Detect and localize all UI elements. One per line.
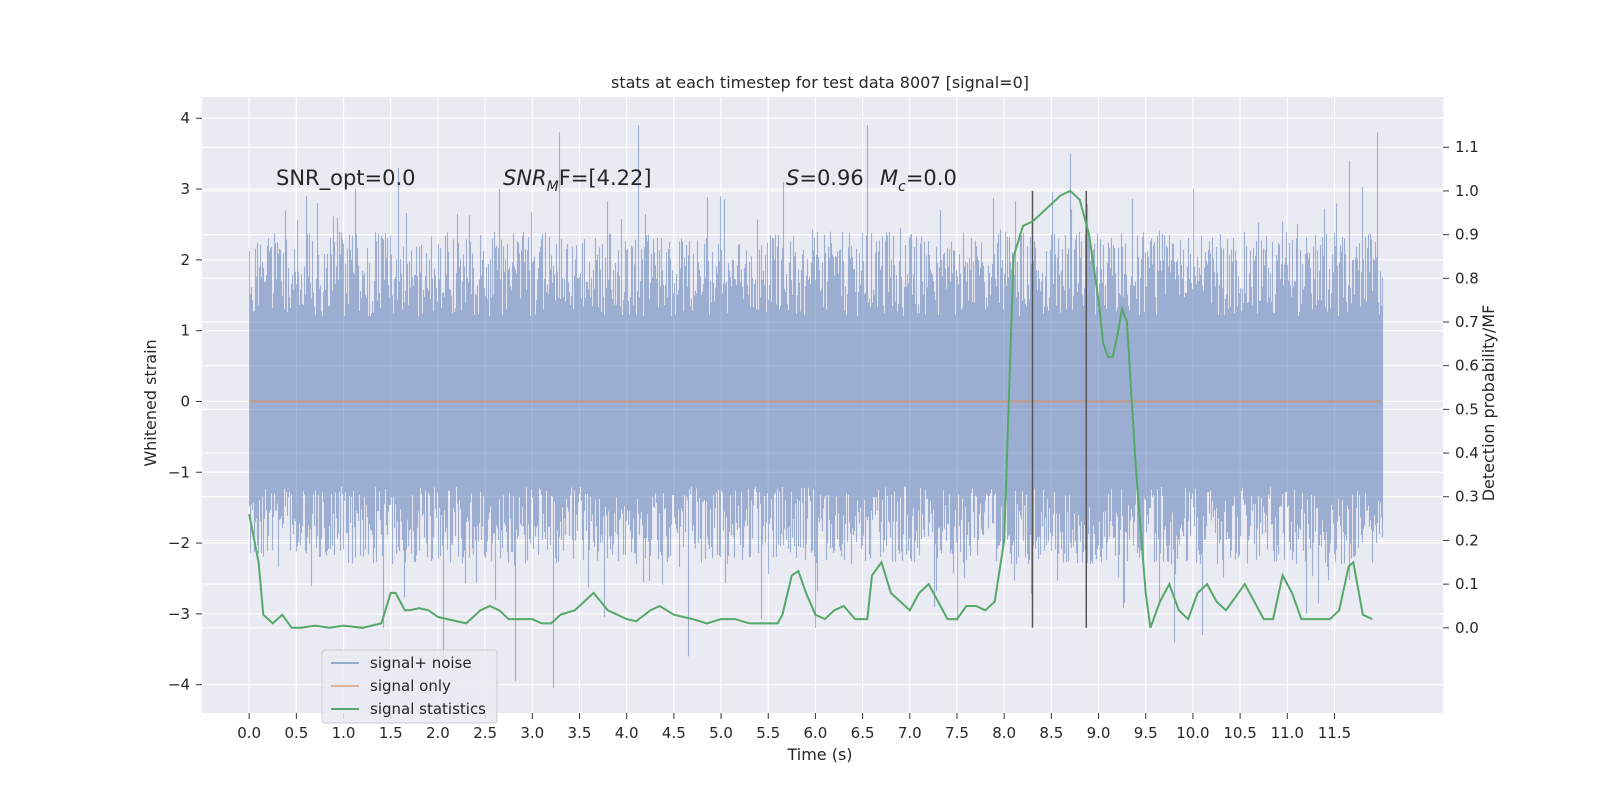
- y2-axis-label: Detection probability/MF: [1479, 305, 1498, 502]
- y2-tick-label: 0.6: [1455, 357, 1479, 375]
- x-tick-label: 1.0: [332, 724, 356, 742]
- x-tick-label: 5.0: [709, 724, 733, 742]
- x-tick-label: 2.0: [426, 724, 450, 742]
- x-tick-label: 11.5: [1318, 724, 1351, 742]
- x-tick-label: 4.5: [662, 724, 686, 742]
- y2-tick-label: 0.2: [1455, 531, 1479, 549]
- legend-label-signal: signal only: [370, 677, 451, 695]
- y-tick-label: 2: [180, 251, 190, 269]
- x-tick-label: 5.5: [756, 724, 780, 742]
- x-tick-label: 2.5: [473, 724, 497, 742]
- x-tick-label: 10.0: [1176, 724, 1209, 742]
- annotation-s-label: S: [786, 166, 799, 190]
- x-tick-label: 7.5: [945, 724, 969, 742]
- x-tick-label: 0.5: [284, 724, 308, 742]
- x-tick-label: 3.0: [520, 724, 544, 742]
- annotation-snr-mf-sub: M: [547, 179, 559, 195]
- annotation-snr-mf: SNRMF=[4.22]: [503, 166, 652, 195]
- annotation-mc-value: =0.0: [906, 166, 957, 190]
- x-tick-label: 9.0: [1087, 724, 1111, 742]
- y2-tick-label: 1.1: [1455, 138, 1479, 156]
- legend-label-stats: signal statistics: [370, 700, 486, 718]
- annotation-mc-sub: c: [898, 179, 906, 195]
- y2-tick-label: 0.7: [1455, 313, 1479, 331]
- x-tick-label: 10.5: [1223, 724, 1256, 742]
- y2-tick-label: 0.4: [1455, 444, 1479, 462]
- signal-statistics-series: [248, 189, 1373, 629]
- y-tick-label: −1: [168, 463, 190, 481]
- annotation-s-value: =0.96: [799, 166, 863, 190]
- x-tick-label: 3.5: [568, 724, 592, 742]
- y2-tick-label: 0.0: [1455, 619, 1479, 637]
- annotation-snr-mf-prefix: SNR: [503, 166, 547, 190]
- annotation-s: S=0.96: [786, 166, 864, 190]
- y-axis: 4 3 2 1 0 −1 −2 −3 −4: [168, 109, 202, 694]
- annotations: SNR_opt=0.0 SNRMF=[4.22] S=0.96 Mc=0.0: [276, 166, 957, 195]
- y2-tick-label: 0.8: [1455, 269, 1479, 287]
- y-tick-label: −4: [168, 676, 190, 694]
- x-tick-label: 1.5: [379, 724, 403, 742]
- x-tick-label: 4.0: [615, 724, 639, 742]
- series-layer: [248, 125, 1384, 689]
- y2-axis: 1.1 1.0 0.9 0.8 0.7 0.6 0.5 0.4 0.3 0.2 0.1 0.0: [1443, 138, 1479, 637]
- y-tick-label: 4: [180, 109, 190, 127]
- y-tick-label: 0: [180, 392, 190, 410]
- x-tick-label: 7.0: [898, 724, 922, 742]
- y-axis-label: Whitened strain: [141, 339, 160, 466]
- annotation-snr-opt: SNR_opt=0.0: [276, 166, 416, 191]
- chart-title: stats at each timestep for test data 800…: [611, 73, 1029, 92]
- x-tick-label: 11.0: [1271, 724, 1304, 742]
- annotation-mc: Mc=0.0: [880, 166, 957, 195]
- y-tick-label: 1: [180, 322, 190, 340]
- x-tick-label: 9.5: [1134, 724, 1158, 742]
- x-axis: 0.0 0.5 1.0 1.5 2.0 2.5 3.0 3.5 4.0 4.5 5.0 5.5 6.0 6…: [237, 713, 1351, 742]
- x-tick-label: 8.5: [1039, 724, 1063, 742]
- x-axis-label: Time (s): [786, 745, 852, 764]
- y2-tick-label: 0.3: [1455, 488, 1479, 506]
- y2-tick-label: 0.1: [1455, 575, 1479, 593]
- x-tick-label: 8.0: [992, 724, 1016, 742]
- annotation-mc-label: M: [880, 166, 898, 190]
- y2-tick-label: 0.9: [1455, 226, 1479, 244]
- y-tick-label: −3: [168, 605, 190, 623]
- x-tick-label: 6.0: [803, 724, 827, 742]
- x-tick-label: 6.5: [851, 724, 875, 742]
- y2-tick-label: 1.0: [1455, 182, 1479, 200]
- legend-label-noise: signal+ noise: [370, 654, 472, 672]
- y-tick-label: −2: [168, 534, 190, 552]
- y2-tick-label: 0.5: [1455, 400, 1479, 418]
- legend: signal+ noise signal only signal statist…: [321, 649, 498, 724]
- legend-box: [321, 649, 498, 724]
- x-tick-label: 0.0: [237, 724, 261, 742]
- annotation-snr-mf-rest: F=[4.22]: [559, 166, 652, 190]
- y-tick-label: 3: [180, 180, 190, 198]
